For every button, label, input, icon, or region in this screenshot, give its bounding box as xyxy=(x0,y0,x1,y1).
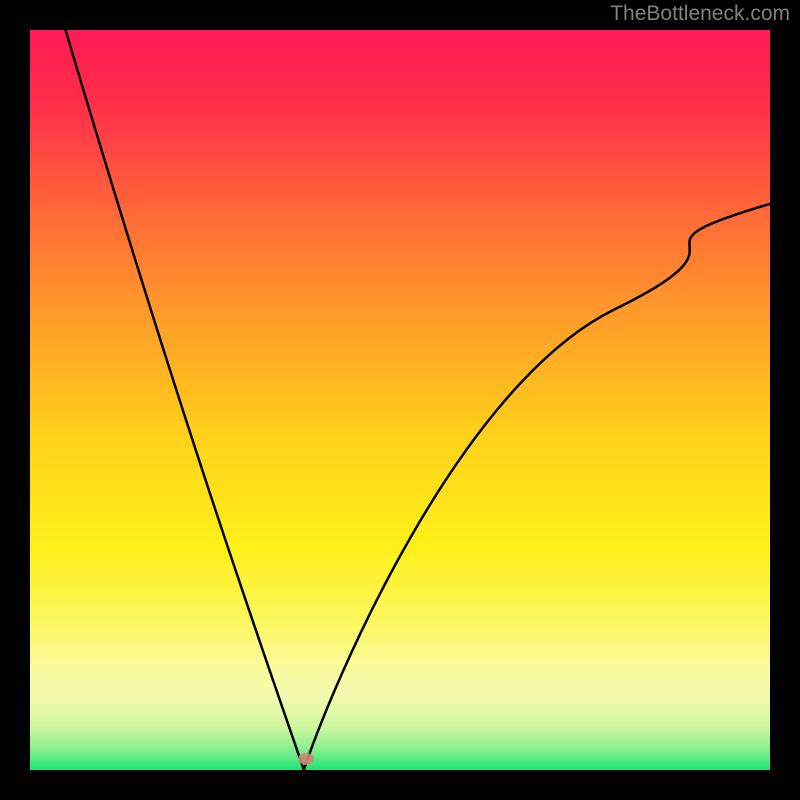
watermark-text: TheBottleneck.com xyxy=(610,2,790,26)
plot-svg xyxy=(30,30,770,770)
dip-marker xyxy=(298,753,314,765)
chart-container: TheBottleneck.com xyxy=(0,0,800,800)
gradient-background xyxy=(30,30,770,770)
plot-area xyxy=(30,30,770,770)
